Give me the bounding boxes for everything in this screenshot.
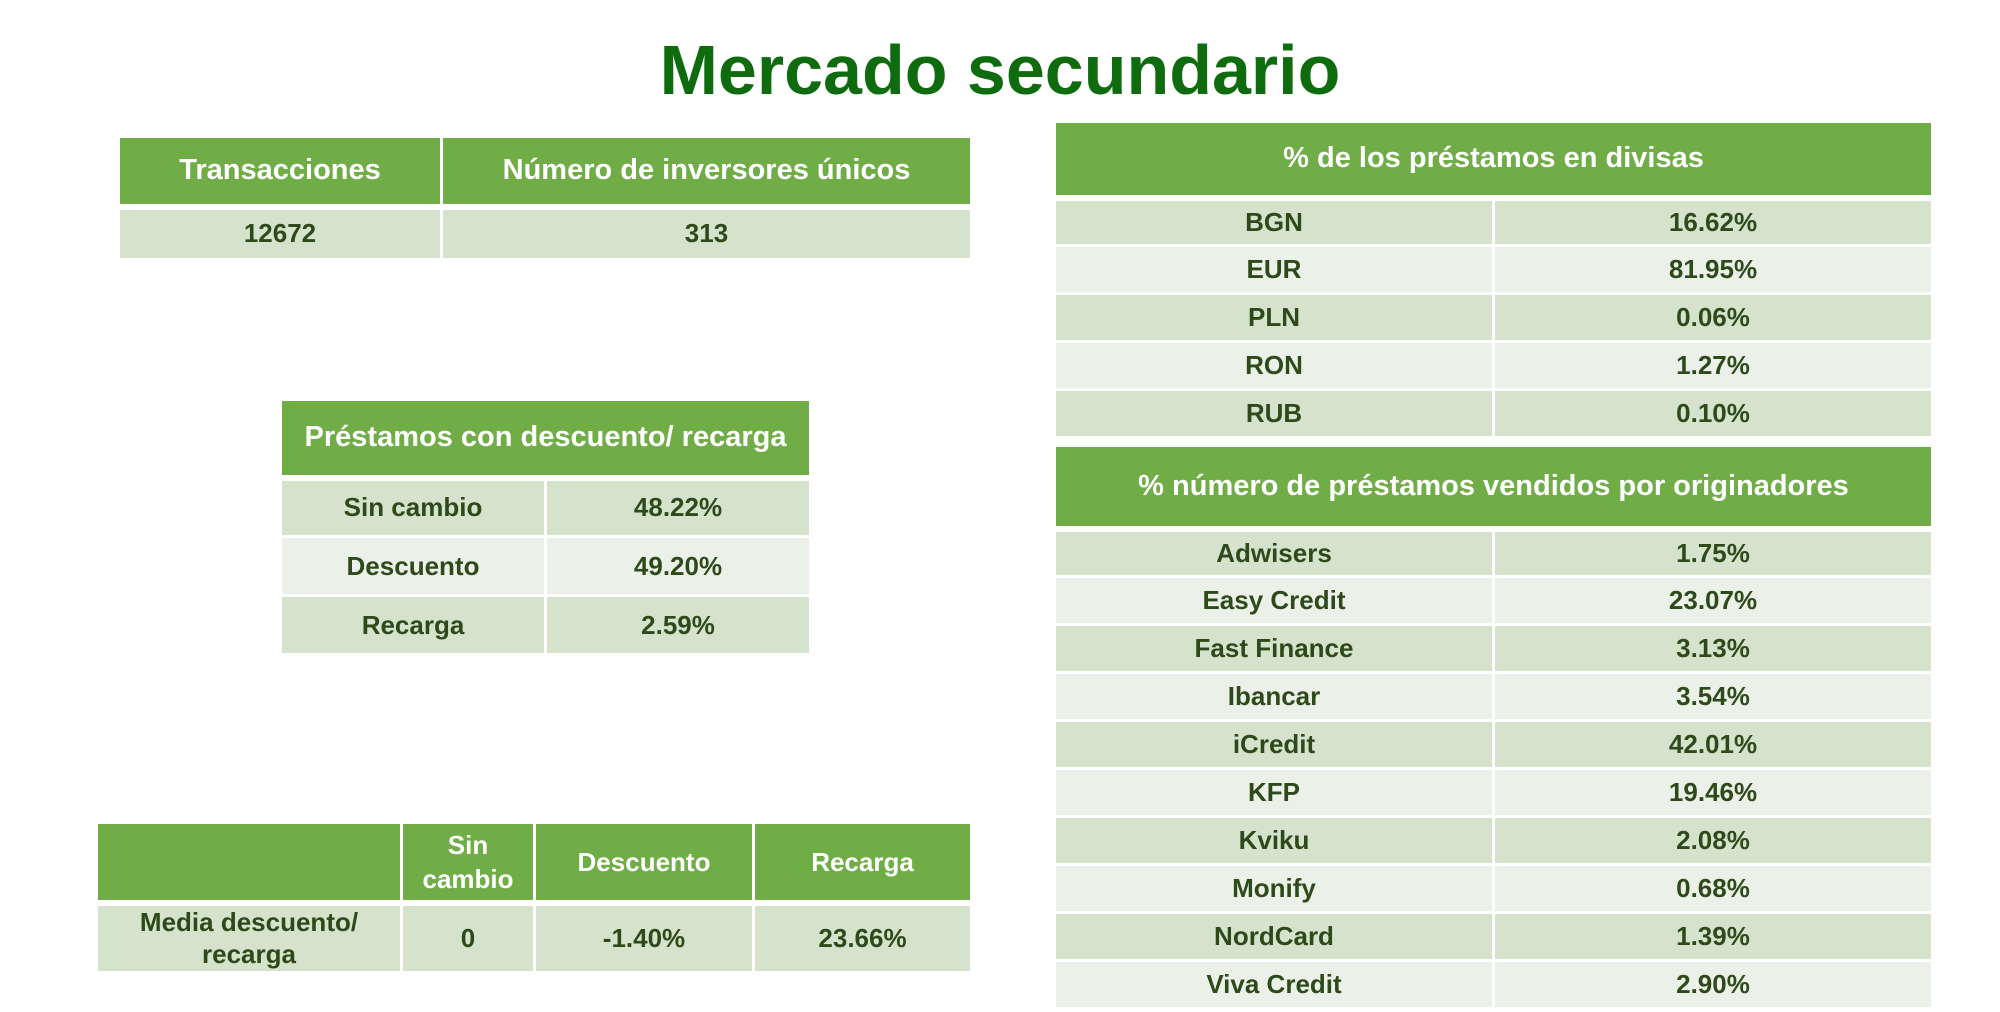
originator-label: Ibancar [1053,671,1495,722]
discount-row-label: Descuento [279,535,547,597]
originator-value: 3.54% [1492,671,1934,722]
originator-value: 0.68% [1492,863,1934,914]
originator-label: Monify [1053,863,1495,914]
currency-table: % de los préstamos en divisas BGN 16.62%… [1052,120,1935,439]
currency-value: 81.95% [1491,244,1935,295]
originator-value: 3.13% [1492,623,1934,674]
no-change-value: 0 [400,901,536,974]
originator-value: 2.08% [1492,815,1934,866]
originator-value: 42.01% [1492,719,1934,770]
average-discount-table: Sin cambio Descuento Recarga Media descu… [95,821,973,974]
originator-label: Easy Credit [1053,575,1495,626]
originator-value: 19.46% [1492,767,1934,818]
originator-label: Viva Credit [1053,959,1495,1010]
originator-label: KFP [1053,767,1495,818]
discount-row-value: 49.20% [543,535,813,597]
average-table-corner [95,821,403,906]
originator-value: 1.39% [1492,911,1934,962]
originator-label: Kviku [1053,815,1495,866]
no-change-header: Sin cambio [400,821,536,906]
discount-header: Descuento [533,821,755,906]
surcharge-value: 23.66% [752,901,973,974]
currency-table-header: % de los préstamos en divisas [1052,120,1935,201]
discount-row-value: 2.59% [543,594,813,656]
summary-table: Transacciones Número de inversores único… [117,135,973,261]
originators-table: % número de préstamos vendidos por origi… [1053,444,1934,1010]
currency-value: 0.10% [1491,388,1935,439]
currency-label: EUR [1053,244,1495,295]
currency-value: 0.06% [1491,292,1935,343]
originators-table-header: % número de préstamos vendidos por origi… [1053,444,1934,532]
originator-label: iCredit [1053,719,1495,770]
discount-row-value: 48.22% [543,476,813,538]
unique-investors-header: Número de inversores únicos [440,135,973,210]
originator-label: Fast Finance [1053,623,1495,674]
unique-investors-value: 313 [440,205,973,261]
average-row-label: Media descuento/ recarga [95,901,403,974]
originator-label: Adwisers [1053,527,1495,578]
currency-label: RON [1053,340,1495,391]
discount-row-label: Recarga [279,594,547,656]
currency-label: BGN [1053,196,1495,247]
transactions-value: 12672 [117,205,443,261]
originator-value: 1.75% [1492,527,1934,578]
currency-value: 1.27% [1491,340,1935,391]
transactions-header: Transacciones [117,135,443,210]
currency-value: 16.62% [1491,196,1935,247]
currency-label: PLN [1053,292,1495,343]
page-title: Mercado secundario [659,31,1341,109]
discount-value: -1.40% [533,901,755,974]
currency-label: RUB [1053,388,1495,439]
originator-value: 23.07% [1492,575,1934,626]
originator-label: NordCard [1053,911,1495,962]
discount-table: Préstamos con descuento/ recarga Sin cam… [278,398,813,656]
surcharge-header: Recarga [752,821,973,906]
discount-row-label: Sin cambio [279,476,547,538]
discount-table-header: Préstamos con descuento/ recarga [278,398,813,481]
originator-value: 2.90% [1492,959,1934,1010]
